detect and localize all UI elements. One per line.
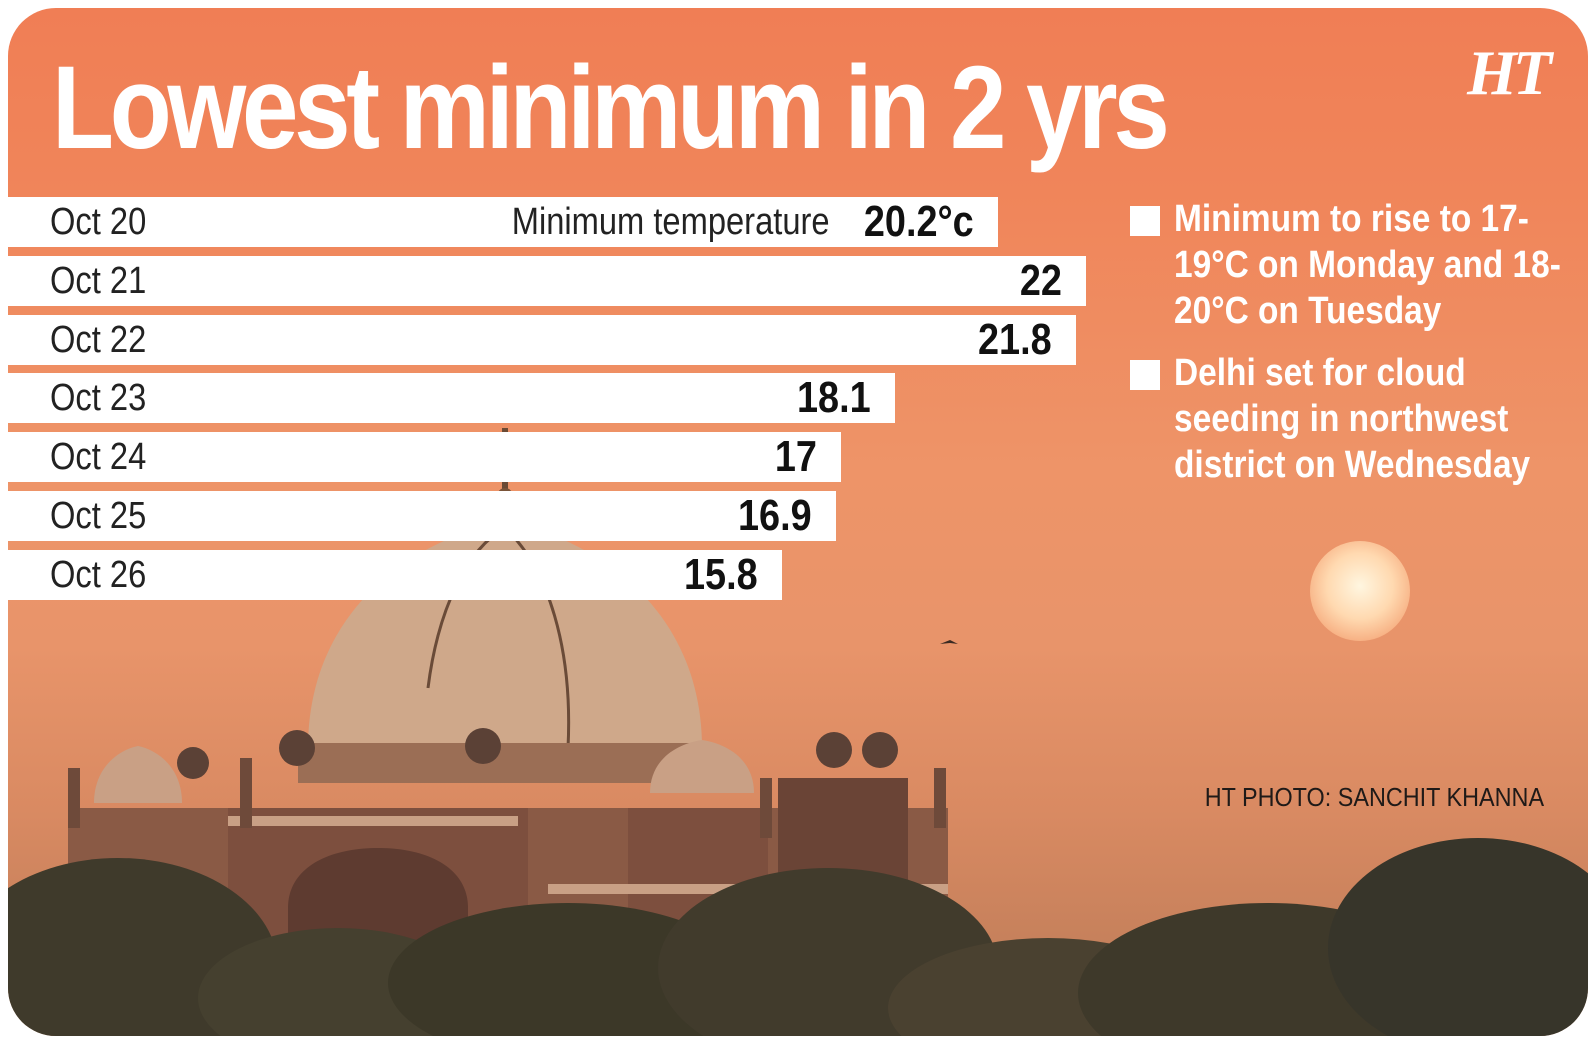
bar-oct-26: Oct 26 15.8: [8, 549, 782, 600]
sun: [1310, 541, 1410, 641]
bar-oct-24: Oct 24 17: [8, 432, 841, 483]
bird: [940, 640, 958, 644]
category-label: Oct 25: [50, 495, 147, 537]
category-label: Oct 20: [50, 201, 147, 243]
value-label: 15.8: [684, 549, 758, 599]
bar-oct-20: Oct 20 Minimum temperature 20.2°c: [8, 197, 998, 247]
category-label: Oct 24: [50, 436, 147, 479]
category-label: Oct 23: [50, 377, 147, 420]
value-label: 21.8: [978, 314, 1052, 364]
category-label: Oct 22: [50, 318, 147, 361]
infographic-card: Lowest minimum in 2 yrs HT Oct 20 Minimum…: [8, 8, 1588, 1036]
chart-title: Lowest minimum in 2 yrs: [52, 42, 1170, 174]
photo-credit: HT PHOTO: SANCHIT KHANNA: [1204, 782, 1544, 812]
value-label: 17: [774, 432, 817, 482]
value-label: 22: [1019, 255, 1062, 305]
bar-oct-22: Oct 22 21.8: [8, 314, 1076, 365]
note-text: Minimum to rise to 17-19°C on Monday and…: [1174, 198, 1561, 332]
note-text: Delhi set for cloud seeding in northwest…: [1174, 352, 1531, 486]
ht-logo: HT: [1467, 37, 1552, 108]
note-item: Minimum to rise to 17-19°C on Monday and…: [1130, 196, 1570, 334]
series-label: Minimum temperature: [512, 201, 830, 243]
value-label: 16.9: [738, 491, 812, 540]
notes-list: Minimum to rise to 17-19°C on Monday and…: [1130, 196, 1570, 504]
value-label: 18.1: [797, 373, 871, 423]
note-item: Delhi set for cloud seeding in northwest…: [1130, 350, 1570, 488]
tree-line: [8, 838, 1588, 1036]
bar-oct-25: Oct 25 16.9: [8, 491, 836, 541]
bar-oct-21: Oct 21 22: [8, 255, 1086, 306]
bullet-square-icon: [1130, 360, 1160, 390]
category-label: Oct 21: [50, 259, 147, 302]
bar-oct-23: Oct 23 18.1: [8, 373, 895, 424]
value-label: 20.2°c: [864, 197, 974, 246]
bullet-square-icon: [1130, 206, 1160, 236]
category-label: Oct 26: [50, 553, 147, 596]
